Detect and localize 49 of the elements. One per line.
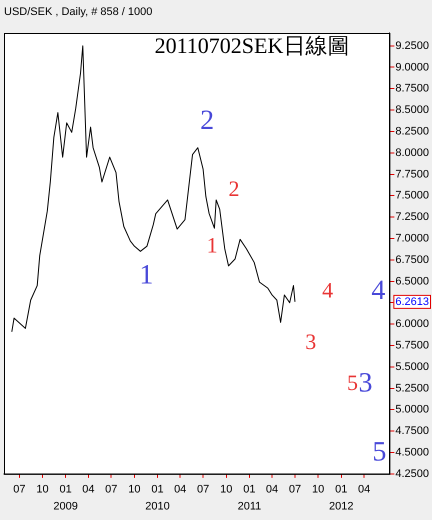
y-tick-label: 9.2500 xyxy=(395,40,430,52)
annotation: 2 xyxy=(200,104,214,136)
y-tick-label: 4.7500 xyxy=(395,425,430,438)
y-tick-label: 8.2500 xyxy=(395,125,430,138)
y-tick-label: 5.2500 xyxy=(395,382,430,394)
x-tick-label: 07 xyxy=(13,483,26,496)
text: 6.2613 xyxy=(395,296,430,308)
y-tick-label: 7.2500 xyxy=(395,211,430,224)
y-tick-label: 8.5000 xyxy=(395,104,430,116)
y-tick-label: 8.7500 xyxy=(395,82,430,95)
annotation: 5 xyxy=(372,436,386,468)
annotation: 3 xyxy=(305,328,316,354)
x-tick-label: 10 xyxy=(36,483,49,496)
annotation: 2 xyxy=(228,176,240,202)
x-tick-label: 07 xyxy=(105,483,118,496)
x-tick-label: 04 xyxy=(358,483,370,496)
x-tick-label: 04 xyxy=(266,483,278,496)
annotation: 3 xyxy=(358,368,372,399)
annotation: 5 xyxy=(347,370,358,396)
x-tick-label: 10 xyxy=(220,483,232,496)
annotation: 4 xyxy=(371,275,386,306)
y-tick-label: 6.7500 xyxy=(395,254,430,266)
x-tick-label: 07 xyxy=(196,483,210,496)
chart-title: 20110702SEK日線圖 xyxy=(154,32,350,58)
x-tick-label: 04 xyxy=(82,483,94,496)
y-tick-label: 9.0000 xyxy=(395,61,430,74)
y-tick-label: 7.0000 xyxy=(395,232,430,244)
y-tick-label: 7.5000 xyxy=(395,190,430,202)
annotation: 1 xyxy=(206,232,218,258)
x-tick-label: 01 2009 xyxy=(53,483,78,513)
y-tick-label: 4.2500 xyxy=(395,468,430,480)
y-tick-label: 8.0000 xyxy=(395,146,430,159)
y-tick-label: 5.7500 xyxy=(395,340,430,352)
y-tick-label: 7.7500 xyxy=(395,168,430,180)
y-tick-label: 5.5000 xyxy=(395,360,430,373)
y-tick-label: 5.0000 xyxy=(395,404,430,416)
x-tick-label: 01 2012 xyxy=(329,483,354,513)
y-tick-label: 6.0000 xyxy=(395,318,430,330)
x-tick-label: 10 xyxy=(128,483,141,496)
y-tick-label: 6.5000 xyxy=(395,275,430,288)
x-tick-label: 01 2010 xyxy=(145,483,170,513)
x-tick-label: 10 xyxy=(312,483,324,496)
annotation: 4 xyxy=(322,278,334,303)
y-tick-label: 4.5000 xyxy=(395,446,430,459)
annotation: 1 xyxy=(139,259,154,290)
x-tick-label: 07 xyxy=(288,483,302,496)
x-tick-label: 04 xyxy=(174,483,186,496)
chart-subtitle: USD/SEK , Daily, # 858 / 1000 xyxy=(4,6,152,18)
x-tick-label: 01 2011 xyxy=(238,483,262,513)
